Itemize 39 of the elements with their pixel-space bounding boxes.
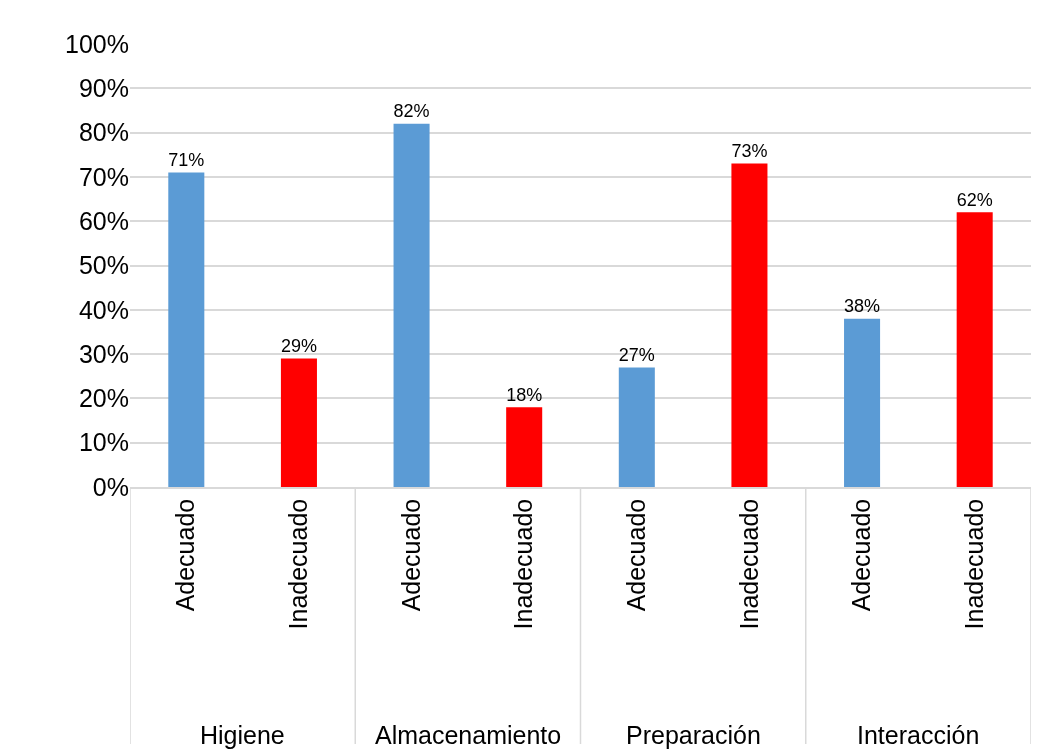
x-tick-label: Adecuado	[847, 498, 876, 612]
x-tick-label: Adecuado	[621, 498, 650, 612]
bar	[168, 172, 205, 487]
bar	[956, 212, 993, 487]
data-label: 71%	[168, 149, 205, 170]
x-tick-label: Inadecuado	[734, 498, 763, 630]
data-label: 73%	[731, 141, 768, 162]
bar	[393, 123, 430, 487]
y-tick-label: 60%	[78, 206, 129, 235]
y-tick-label: 50%	[78, 251, 129, 280]
y-tick-label: 40%	[78, 295, 129, 324]
text: Preparación	[626, 721, 761, 749]
data-label: 62%	[956, 189, 993, 210]
x-tick-label: Inadecuado	[959, 498, 988, 630]
x-tick-label: Adecuado	[171, 498, 200, 612]
bar	[280, 358, 317, 487]
data-label: 27%	[618, 344, 655, 365]
text: Higiene	[200, 721, 285, 749]
y-tick-label: 0%	[92, 472, 129, 501]
data-label: 82%	[393, 101, 430, 122]
y-tick-label: 80%	[78, 118, 129, 147]
y-tick-label: 20%	[78, 384, 129, 413]
y-tick-label: 70%	[78, 162, 129, 191]
x-tick-label: Inadecuado	[509, 498, 538, 630]
bar	[844, 318, 881, 487]
data-label: 18%	[506, 384, 543, 405]
bar	[506, 407, 543, 487]
data-label: 29%	[280, 335, 317, 356]
y-tick-label: 90%	[78, 74, 129, 103]
bar	[618, 367, 655, 487]
y-tick-label: 10%	[78, 428, 129, 457]
text: Almacenamiento	[375, 721, 562, 749]
y-tick-label: 100%	[65, 29, 129, 58]
x-tick-label: Inadecuado	[284, 498, 313, 630]
bar	[731, 163, 768, 487]
y-tick-label: 30%	[78, 339, 129, 368]
text: Interacción	[857, 721, 980, 749]
x-tick-label: Adecuado	[396, 498, 425, 612]
data-label: 38%	[844, 296, 881, 317]
